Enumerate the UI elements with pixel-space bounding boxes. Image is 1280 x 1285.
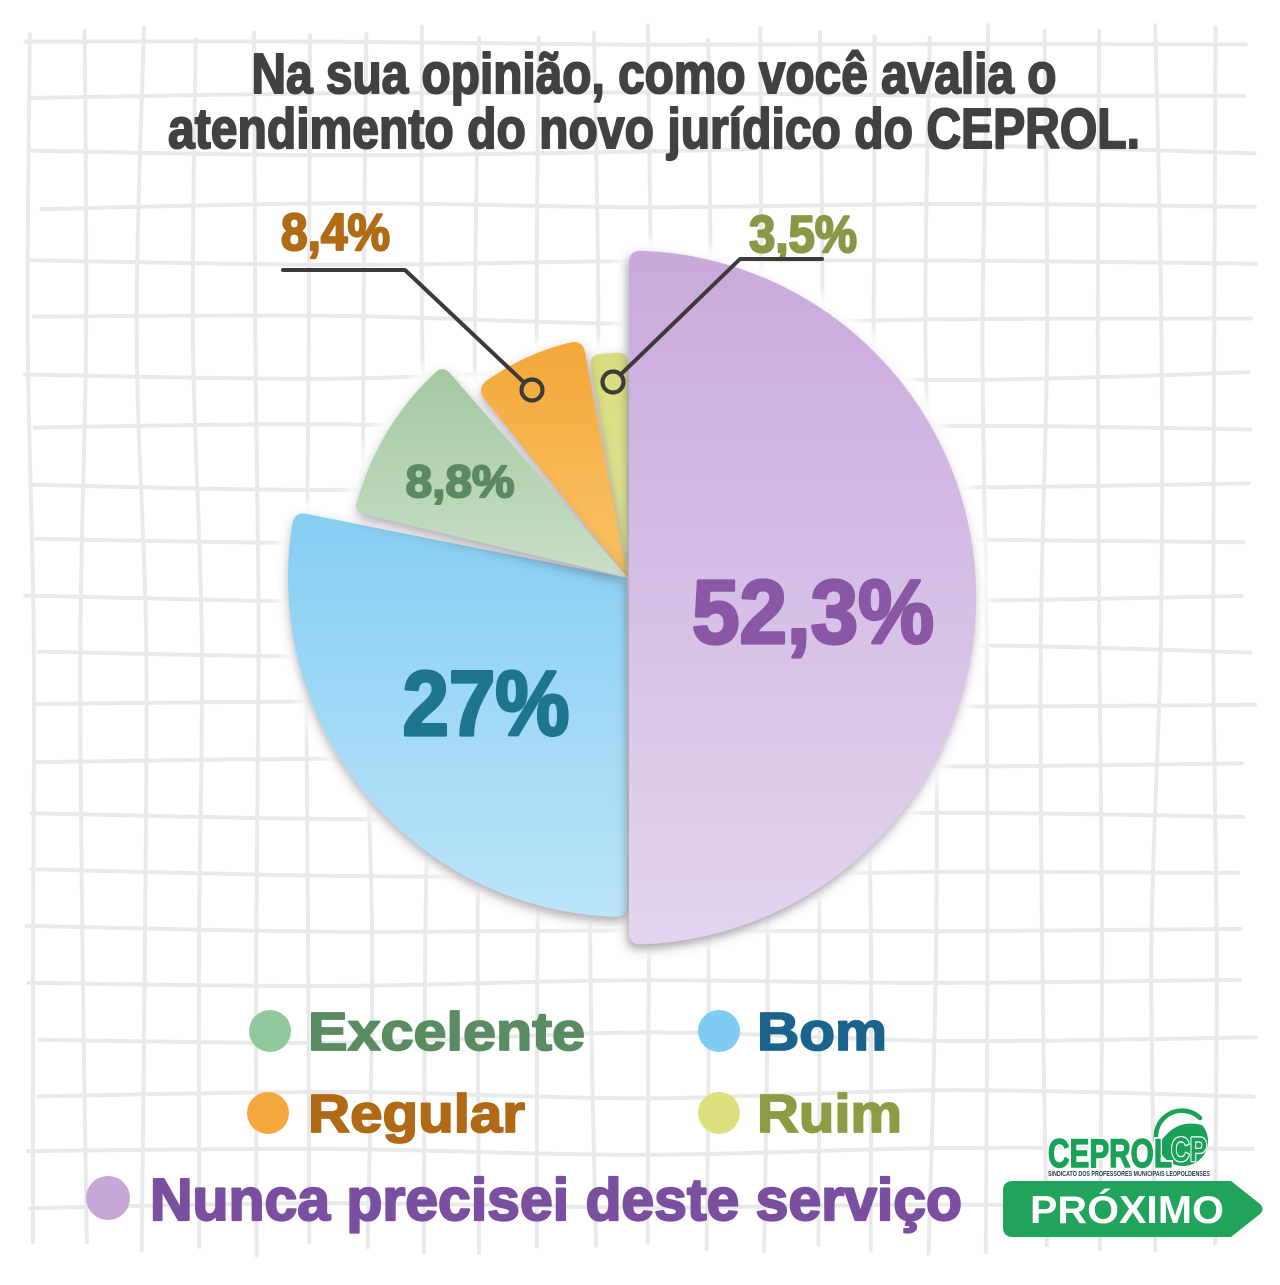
svg-text:CP: CP bbox=[1171, 1131, 1207, 1169]
svg-text:Regular: Regular bbox=[308, 1084, 525, 1144]
svg-text:PRÓXIMO: PRÓXIMO bbox=[1030, 1188, 1224, 1232]
svg-text:Na sua opinião, como você aval: Na sua opinião, como você avalia o bbox=[252, 42, 1057, 106]
svg-text:Nunca precisei deste serviço: Nunca precisei deste serviço bbox=[150, 1167, 962, 1233]
svg-text:Ruim: Ruim bbox=[757, 1084, 902, 1144]
svg-text:Bom: Bom bbox=[757, 1002, 887, 1062]
svg-text:CEPROL: CEPROL bbox=[1048, 1132, 1172, 1176]
svg-text:27%: 27% bbox=[403, 653, 570, 755]
svg-text:atendimento do novo jurídico d: atendimento do novo jurídico do CEPROL. bbox=[168, 97, 1140, 161]
svg-text:CEPROL: CEPROL bbox=[1048, 1132, 1172, 1176]
svg-text:3,5%: 3,5% bbox=[749, 206, 857, 264]
svg-text:52,3%: 52,3% bbox=[692, 563, 934, 663]
svg-text:SINDICATO DOS PROFESSORES MUNI: SINDICATO DOS PROFESSORES MUNICIPAIS LEO… bbox=[1048, 1171, 1210, 1178]
svg-text:8,4%: 8,4% bbox=[281, 204, 390, 262]
svg-text:Excelente: Excelente bbox=[308, 1002, 585, 1062]
svg-text:8,8%: 8,8% bbox=[406, 456, 515, 507]
